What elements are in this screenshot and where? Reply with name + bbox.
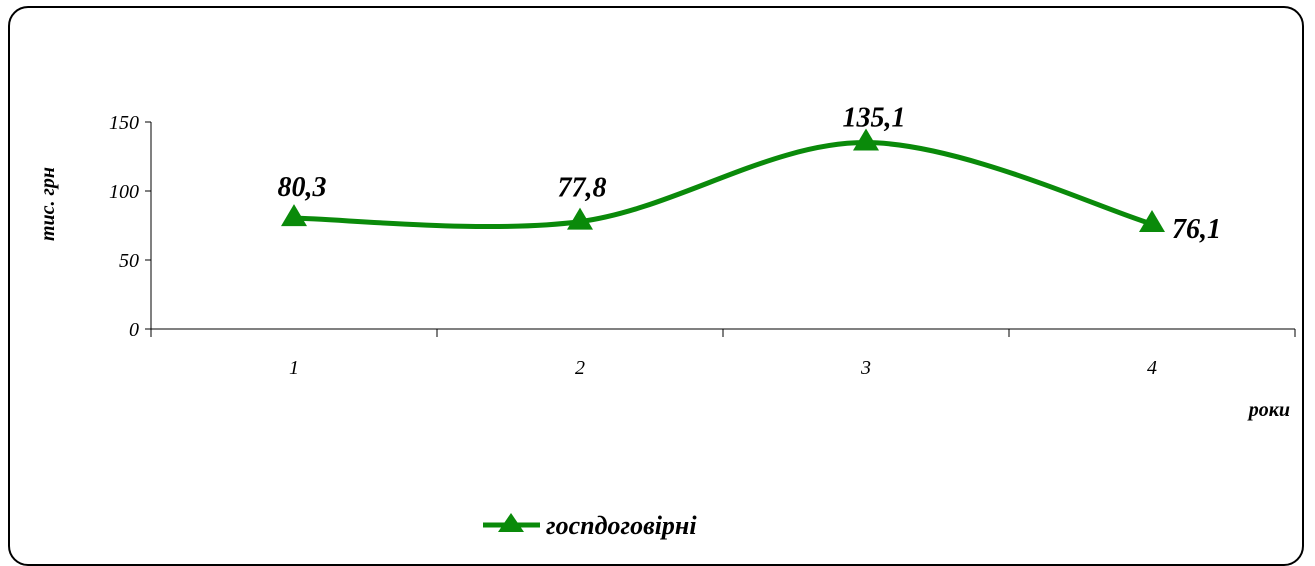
x-tick-label: 1	[289, 357, 299, 379]
series-line-path	[293, 140, 1153, 230]
x-tick-label: 3	[860, 357, 871, 379]
data-label: 80,3	[278, 172, 327, 203]
data-label: 135,1	[843, 103, 906, 134]
y-axis-title: тис. грн	[37, 167, 59, 241]
data-label: 77,8	[558, 173, 607, 204]
x-tick-label: 4	[1147, 357, 1157, 379]
axes: 0 50 100 150 1 2 3 4	[109, 112, 1296, 379]
x-axis-title: роки	[1247, 399, 1290, 421]
line-chart: 0 50 100 150 1 2 3 4 80,3 77,8 135,1 76,1 тис. грн…	[37, 103, 1296, 540]
data-point-marker	[1139, 209, 1165, 232]
y-tick-label: 50	[119, 250, 139, 272]
chart-frame	[8, 6, 1304, 566]
series-line	[293, 140, 1153, 230]
y-tick-label: 0	[129, 319, 139, 341]
legend-triangle-marker	[498, 513, 524, 532]
y-tick-label: 150	[109, 112, 139, 134]
legend: госпдоговірні	[483, 511, 697, 540]
data-point-marker	[853, 128, 879, 151]
data-label: 76,1	[1172, 214, 1221, 245]
y-tick-label: 100	[109, 181, 139, 203]
legend-label: госпдоговірні	[546, 511, 697, 540]
data-labels: 80,3 77,8 135,1 76,1	[278, 103, 1222, 245]
x-tick-label: 2	[575, 357, 585, 379]
markers	[281, 128, 1165, 232]
data-point-marker	[567, 207, 593, 230]
data-point-marker	[281, 204, 307, 227]
